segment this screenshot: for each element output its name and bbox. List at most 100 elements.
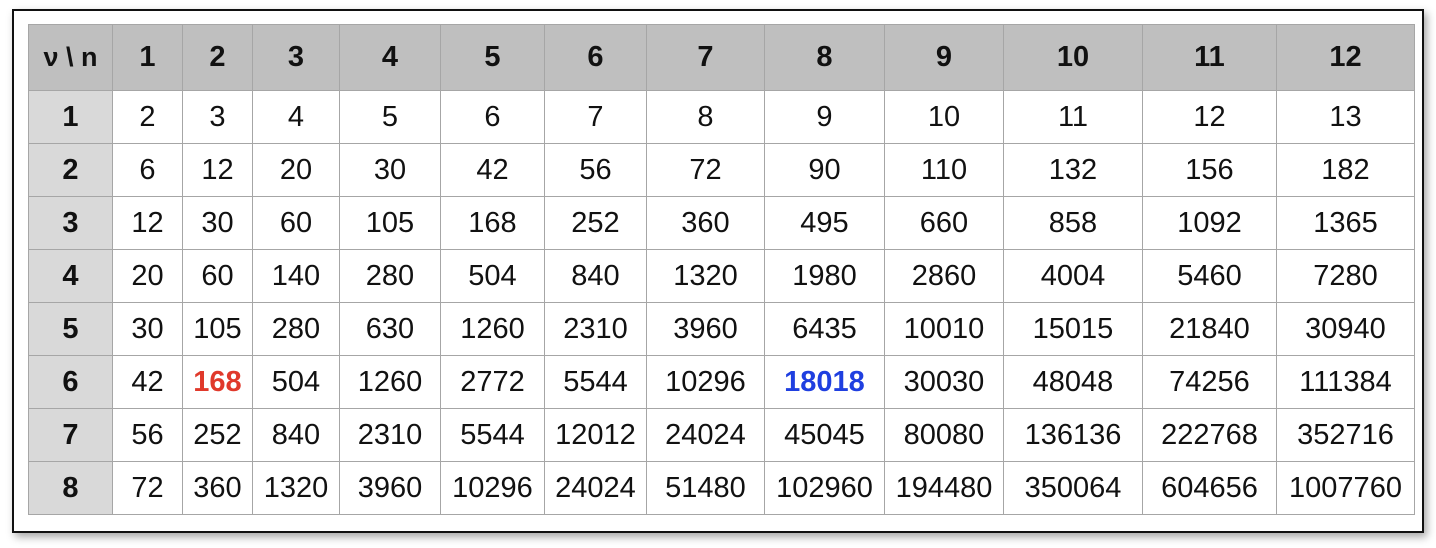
- table-cell: 15015: [1003, 302, 1143, 356]
- table-row: 5 30 105 280 630 1260 2310 3960 6435 10010 15015 21…: [28, 302, 1415, 356]
- table-cell: 24024: [544, 461, 647, 515]
- table-cell: 102960: [764, 461, 885, 515]
- table-cell: 56: [112, 408, 183, 462]
- column-header: 4: [339, 24, 441, 91]
- row-header: 1: [28, 90, 113, 144]
- table-cell: 1320: [646, 249, 765, 303]
- table-cell: 105: [339, 196, 441, 250]
- table-cell: 1980: [764, 249, 885, 303]
- table-cell: 360: [646, 196, 765, 250]
- table-cell: 3960: [339, 461, 441, 515]
- table-cell: 12: [182, 143, 253, 197]
- table-row: 2 6 12 20 30 42 56 72 90 110 132 156 182: [28, 143, 1415, 197]
- table-cell: 5544: [544, 355, 647, 409]
- table-cell: 182: [1276, 143, 1415, 197]
- table-cell: 6: [440, 90, 545, 144]
- table-cell: 42: [112, 355, 183, 409]
- table-cell: 194480: [884, 461, 1004, 515]
- table-cell: 7280: [1276, 249, 1415, 303]
- table-row: 3 12 30 60 105 168 252 360 495 660 858 1092 1365: [28, 196, 1415, 250]
- row-header: 2: [28, 143, 113, 197]
- table-cell: 6: [112, 143, 183, 197]
- table-cell: 504: [252, 355, 340, 409]
- highlighted-cell: 168: [182, 355, 253, 409]
- table-cell: 252: [544, 196, 647, 250]
- column-header: 6: [544, 24, 647, 91]
- table-cell: 72: [646, 143, 765, 197]
- table-cell: 12012: [544, 408, 647, 462]
- table-cell: 12: [1142, 90, 1277, 144]
- table-cell: 105: [182, 302, 253, 356]
- row-header: 3: [28, 196, 113, 250]
- table-cell: 630: [339, 302, 441, 356]
- table-cell: 10296: [646, 355, 765, 409]
- table-cell: 30030: [884, 355, 1004, 409]
- table-cell: 222768: [1142, 408, 1277, 462]
- table-cell: 74256: [1142, 355, 1277, 409]
- corner-header: ν \ n: [28, 24, 113, 91]
- column-header: 1: [112, 24, 183, 91]
- table-cell: 4: [252, 90, 340, 144]
- table-row: 7 56 252 840 2310 5544 12012 24024 45045 80080 136…: [28, 408, 1415, 462]
- table-cell: 13: [1276, 90, 1415, 144]
- table-cell: 660: [884, 196, 1004, 250]
- highlighted-cell: 18018: [764, 355, 885, 409]
- table-row: 8 72 360 1320 3960 10296 24024 51480 102960 19448…: [28, 461, 1415, 515]
- table-cell: 11: [1003, 90, 1143, 144]
- table-cell: 6435: [764, 302, 885, 356]
- table-cell: 1260: [440, 302, 545, 356]
- column-header: 3: [252, 24, 340, 91]
- table-cell: 9: [764, 90, 885, 144]
- table-cell: 21840: [1142, 302, 1277, 356]
- table-cell: 72: [112, 461, 183, 515]
- table-cell: 51480: [646, 461, 765, 515]
- table-cell: 20: [252, 143, 340, 197]
- table-cell: 20: [112, 249, 183, 303]
- table-row: 6 42 168 504 1260 2772 5544 10296 18018 30030 4804…: [28, 355, 1415, 409]
- table-cell: 1365: [1276, 196, 1415, 250]
- table-cell: 60: [182, 249, 253, 303]
- table-cell: 110: [884, 143, 1004, 197]
- table-cell: 10: [884, 90, 1004, 144]
- row-header: 4: [28, 249, 113, 303]
- table-cell: 60: [252, 196, 340, 250]
- table-cell: 280: [252, 302, 340, 356]
- table-cell: 30: [339, 143, 441, 197]
- table-cell: 1007760: [1276, 461, 1415, 515]
- table-row: 1 2 3 4 5 6 7 8 9 10 11 12 13: [28, 90, 1415, 144]
- table-cell: 280: [339, 249, 441, 303]
- table-cell: 5: [339, 90, 441, 144]
- row-header: 7: [28, 408, 113, 462]
- table-cell: 840: [252, 408, 340, 462]
- table-cell: 56: [544, 143, 647, 197]
- table-cell: 350064: [1003, 461, 1143, 515]
- table-cell: 45045: [764, 408, 885, 462]
- table-cell: 3: [182, 90, 253, 144]
- table-cell: 840: [544, 249, 647, 303]
- table-cell: 24024: [646, 408, 765, 462]
- table-cell: 2310: [339, 408, 441, 462]
- table-cell: 42: [440, 143, 545, 197]
- table-cell: 604656: [1142, 461, 1277, 515]
- table-cell: 360: [182, 461, 253, 515]
- table-cell: 495: [764, 196, 885, 250]
- table-cell: 136136: [1003, 408, 1143, 462]
- column-header: 11: [1142, 24, 1277, 91]
- column-header: 9: [884, 24, 1004, 91]
- table-cell: 1320: [252, 461, 340, 515]
- row-header: 6: [28, 355, 113, 409]
- table-cell: 111384: [1276, 355, 1415, 409]
- column-header: 7: [646, 24, 765, 91]
- table-cell: 30: [112, 302, 183, 356]
- table-cell: 1092: [1142, 196, 1277, 250]
- table-cell: 10010: [884, 302, 1004, 356]
- column-header: 10: [1003, 24, 1143, 91]
- table-cell: 352716: [1276, 408, 1415, 462]
- table-cell: 140: [252, 249, 340, 303]
- table-cell: 5544: [440, 408, 545, 462]
- table-cell: 3960: [646, 302, 765, 356]
- table-cell: 5460: [1142, 249, 1277, 303]
- column-header: 5: [440, 24, 545, 91]
- column-header: 2: [182, 24, 253, 91]
